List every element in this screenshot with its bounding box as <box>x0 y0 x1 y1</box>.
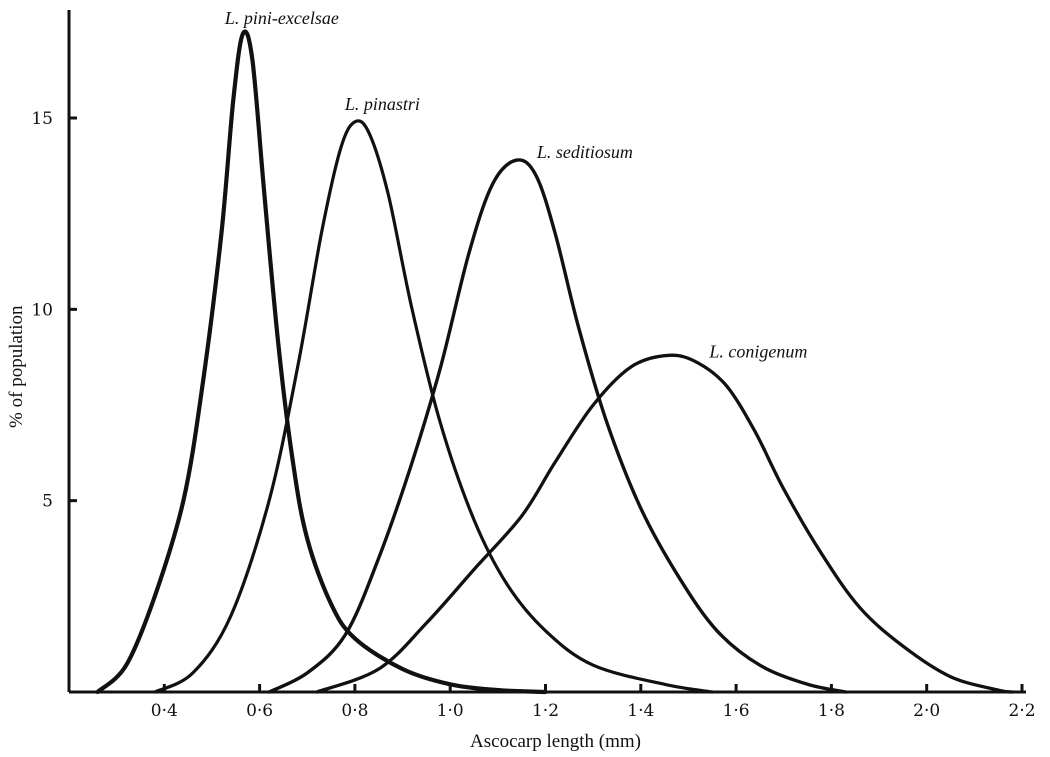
series-label-pinastri: L. pinastri <box>344 94 420 114</box>
x-tick-label: 1·6 <box>723 701 750 721</box>
y-tick-label: 15 <box>31 109 53 129</box>
y-tick-label: 10 <box>31 300 53 320</box>
x-tick-label: 0·4 <box>151 701 178 721</box>
axes <box>67 10 1026 694</box>
x-tick-label: 2·0 <box>913 701 940 721</box>
labels-group: Ascocarp length (mm) % of population L. pi… <box>6 8 807 752</box>
x-tick-label: 0·6 <box>246 701 273 721</box>
series-line-pinastri <box>153 119 714 694</box>
series-group <box>95 29 1015 695</box>
series-label-conigenum: L. conigenum <box>708 341 807 361</box>
x-tick-label: 0·8 <box>341 701 368 721</box>
y-tick-label: 5 <box>42 492 53 512</box>
x-axis-title: Ascocarp length (mm) <box>470 731 641 752</box>
series-line-seditiosum <box>267 158 848 694</box>
x-tick-label: 1·8 <box>818 701 845 721</box>
x-tick-label: 2·2 <box>1008 701 1035 721</box>
y-axis-title: % of population <box>6 305 27 428</box>
x-tick-label: 1·2 <box>532 701 559 721</box>
series-line-pini-excelsae <box>95 29 548 695</box>
x-tick-label: 1·0 <box>437 701 464 721</box>
series-line-conigenum <box>315 353 1015 694</box>
series-label-seditiosum: L. seditiosum <box>536 142 633 162</box>
series-label-pini-excelsae: L. pini-excelsae <box>224 8 339 28</box>
ticks: 0·4 0·6 0·8 1·0 1·2 1·4 1·6 1·8 2·0 2·2 5 10 15 <box>31 109 1035 721</box>
x-tick-label: 1·4 <box>627 701 654 721</box>
